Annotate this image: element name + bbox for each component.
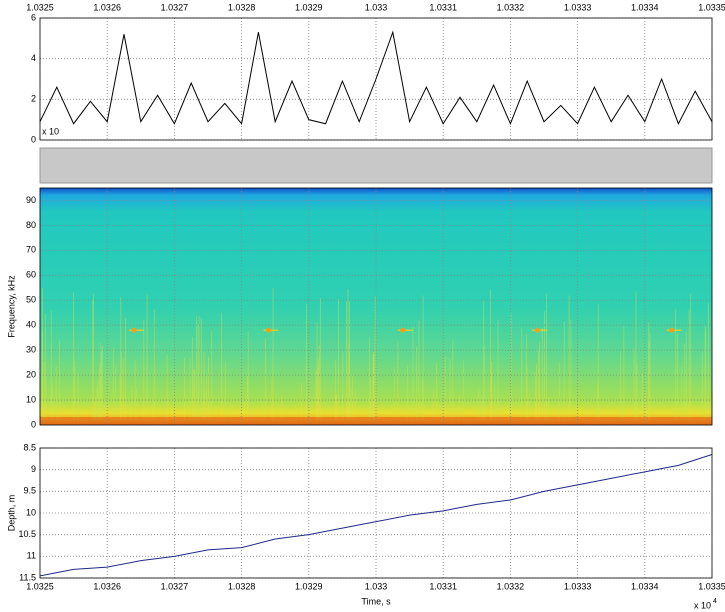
axis-multiplier: x 10 xyxy=(694,600,711,610)
x-tick-label: 1.0332 xyxy=(497,581,525,591)
y-tick-label: 80 xyxy=(26,220,36,230)
low-band xyxy=(40,417,712,425)
axes-box xyxy=(39,187,713,426)
x-tick-label: 1.0334 xyxy=(631,2,659,12)
axis-multiplier: x 10 xyxy=(42,126,59,136)
y-tick-label: 40 xyxy=(26,320,36,330)
x-tick-label: 1.033 xyxy=(365,581,388,591)
y-tick-label: 0 xyxy=(31,419,36,429)
x-tick-label: 1.0333 xyxy=(564,581,592,591)
y-tick-label: 2 xyxy=(31,94,36,104)
data-line xyxy=(39,454,713,577)
click-spot xyxy=(265,327,271,333)
gray-band xyxy=(39,147,713,184)
x-axis-label: Time, s xyxy=(361,596,391,606)
x-tick-label: 1.0329 xyxy=(295,581,323,591)
x-tick-label: 1.033 xyxy=(365,2,388,12)
y-tick-label: 6 xyxy=(31,12,36,22)
axes-box xyxy=(39,17,713,141)
y-axis-label: Frequency, kHz xyxy=(6,275,16,338)
x-tick-label: 1.0326 xyxy=(93,581,121,591)
x-tick-label: 1.0327 xyxy=(161,581,189,591)
click-spot xyxy=(131,327,137,333)
y-tick-label: 20 xyxy=(26,369,36,379)
y-axis-label: Depth, m xyxy=(6,495,16,532)
y-tick-label: 9.5 xyxy=(23,486,36,496)
y-tick-label: 30 xyxy=(26,345,36,355)
y-tick-label: 8.5 xyxy=(23,442,36,452)
x-tick-label: 1.0334 xyxy=(631,581,659,591)
click-spot xyxy=(669,327,675,333)
y-tick-label: 70 xyxy=(26,245,36,255)
y-tick-label: 10 xyxy=(26,394,36,404)
y-tick-label: 9 xyxy=(31,464,36,474)
x-tick-label: 1.0325 xyxy=(26,581,54,591)
y-tick-label: 10 xyxy=(26,507,36,517)
x-tick-label: 1.0329 xyxy=(295,2,323,12)
x-tick-label: 1.0325 xyxy=(26,2,54,12)
x-tick-label: 1.0328 xyxy=(228,581,256,591)
x-tick-label: 1.0331 xyxy=(429,581,457,591)
click-spot xyxy=(534,327,540,333)
y-tick-label: 11.5 xyxy=(19,572,36,582)
x-tick-label: 1.0335 xyxy=(698,2,725,12)
x-tick-label: 1.0335 xyxy=(698,581,725,591)
y-tick-label: 60 xyxy=(26,270,36,280)
y-tick-label: 10.5 xyxy=(18,529,36,539)
x-tick-label: 1.0328 xyxy=(228,2,256,12)
data-line xyxy=(39,30,713,126)
y-tick-label: 0 xyxy=(31,134,36,144)
click-spot xyxy=(400,327,406,333)
axis-multiplier-exponent: 4 xyxy=(713,598,717,605)
axes-box xyxy=(39,447,713,579)
x-tick-label: 1.0333 xyxy=(564,2,592,12)
x-tick-label: 1.0327 xyxy=(161,2,189,12)
x-tick-label: 1.0326 xyxy=(93,2,121,12)
y-tick-label: 11 xyxy=(27,551,36,561)
x-tick-label: 1.0331 xyxy=(429,2,457,12)
x-tick-label: 1.0332 xyxy=(497,2,525,12)
y-tick-label: 90 xyxy=(26,195,36,205)
y-tick-label: 4 xyxy=(31,53,36,63)
y-tick-label: 50 xyxy=(26,295,36,305)
